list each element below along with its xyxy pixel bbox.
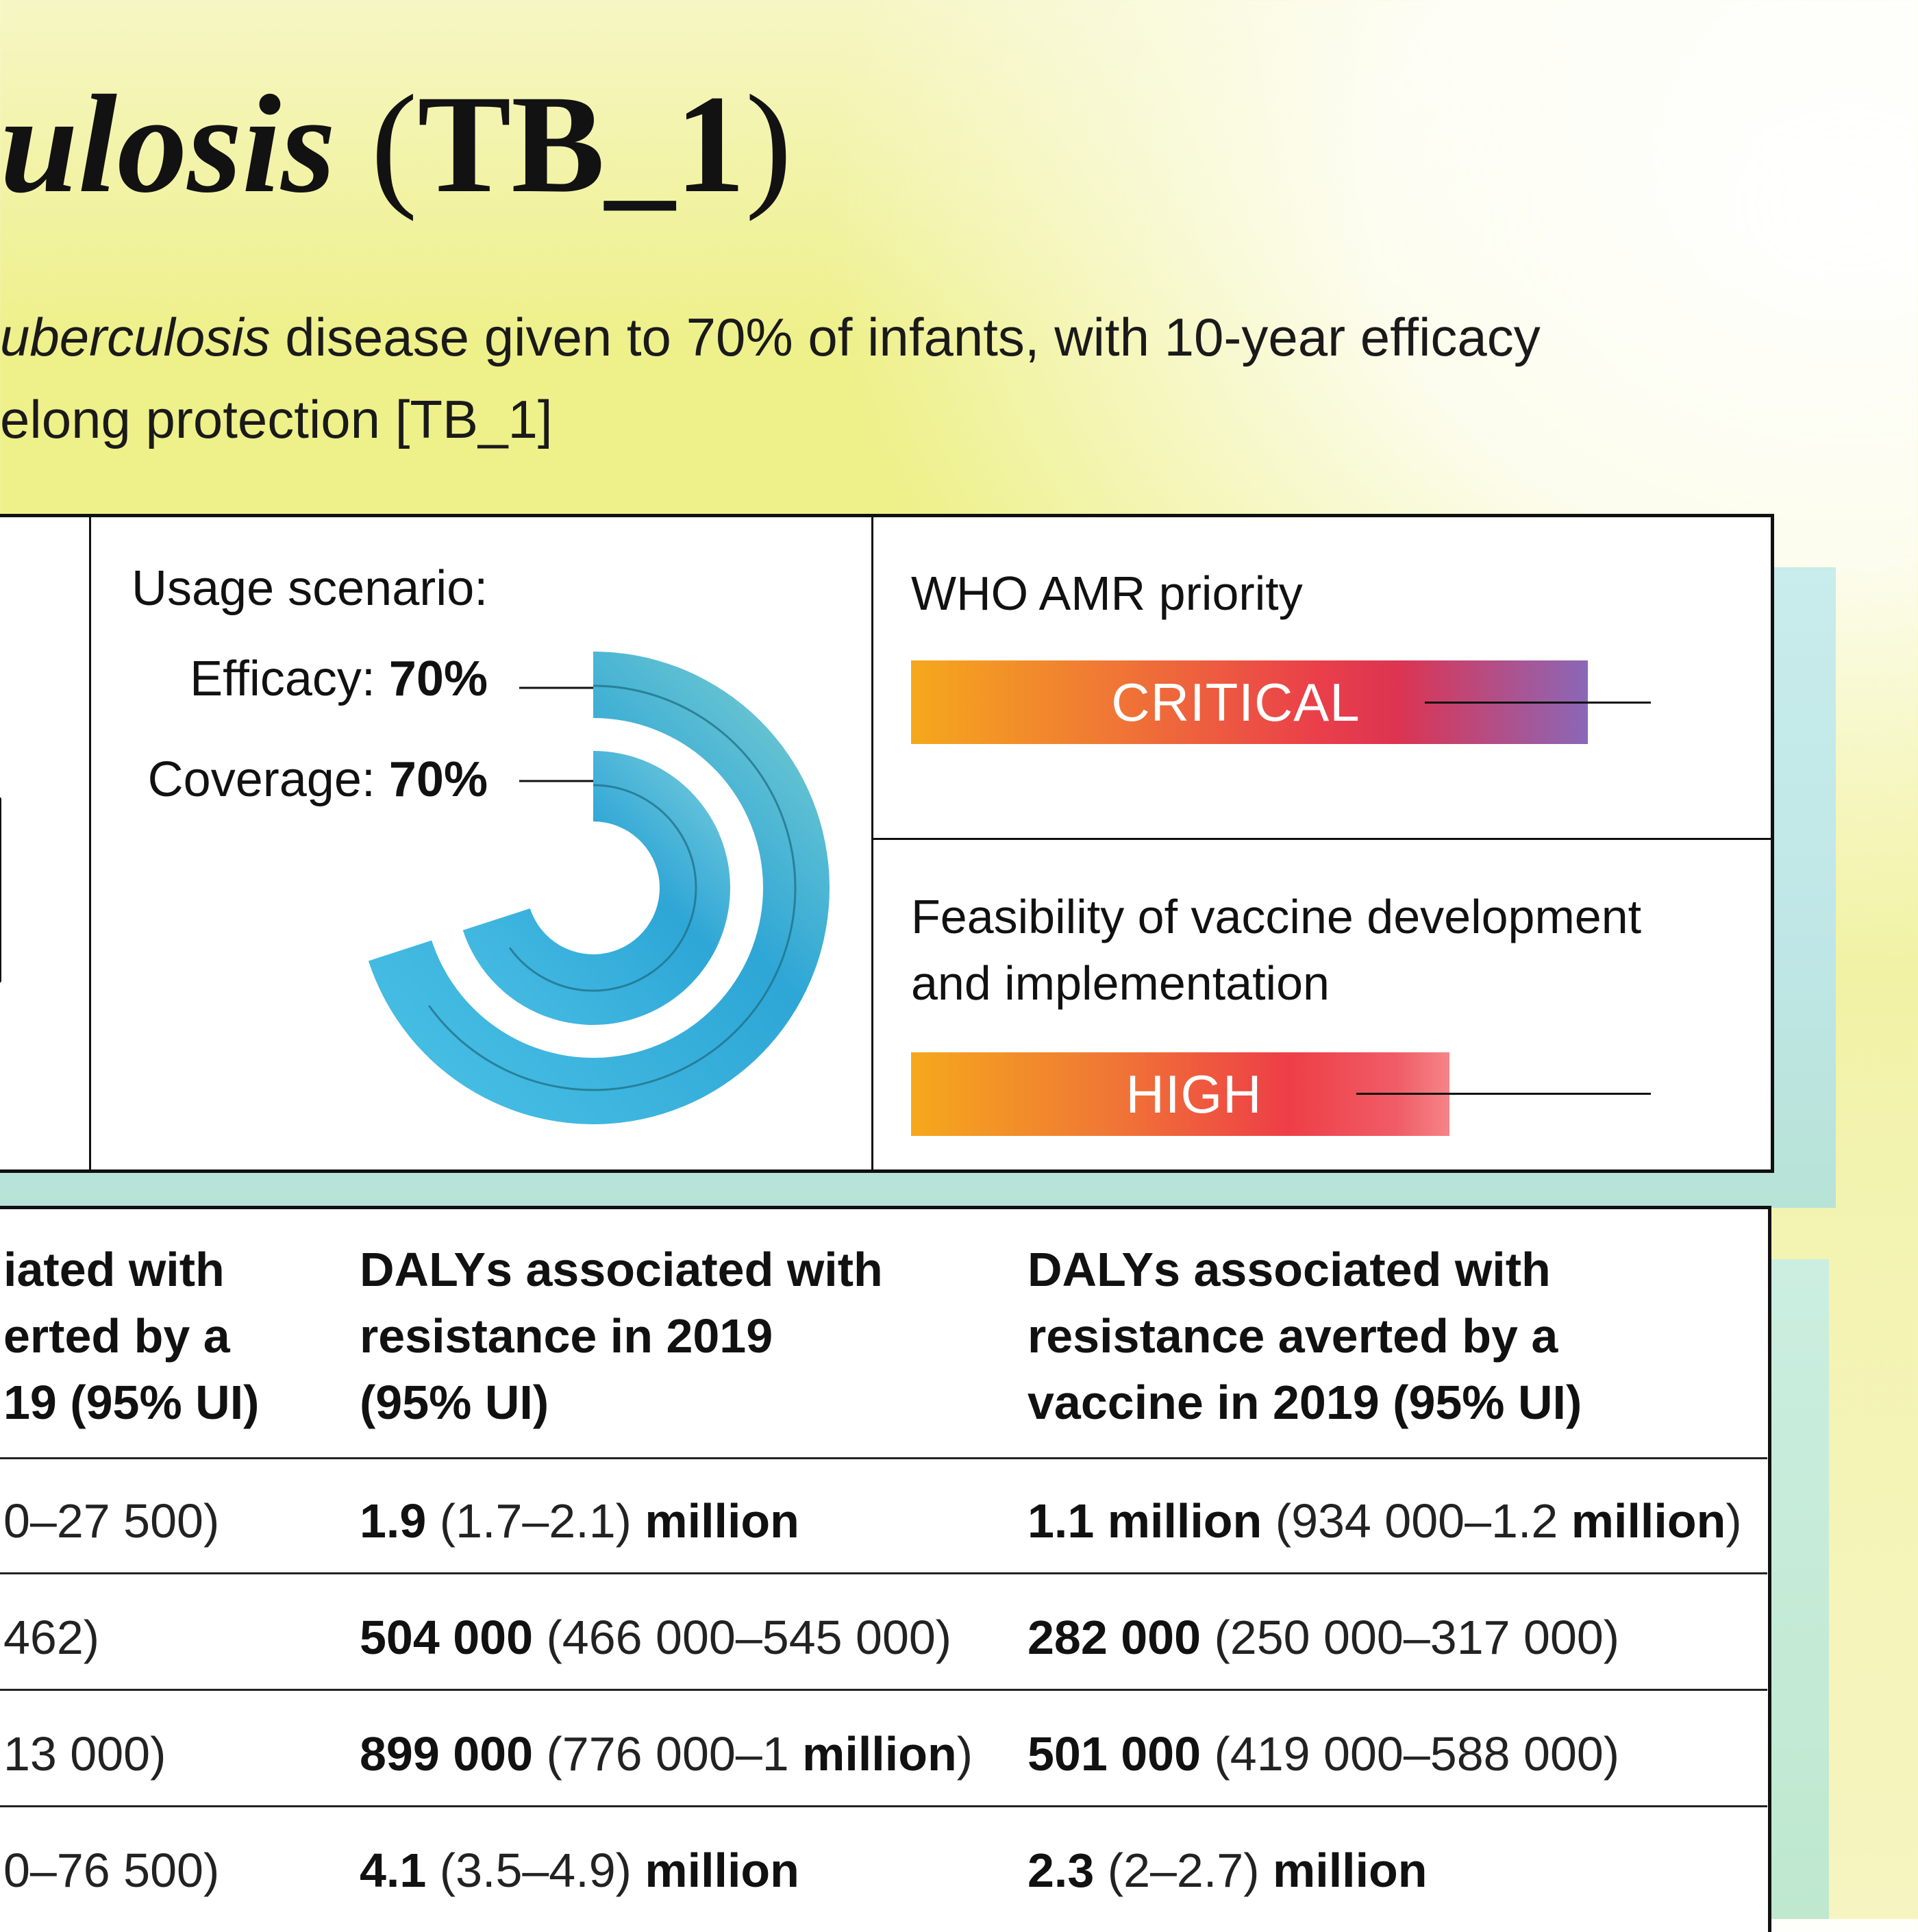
cell-range: (466 000–545 000) [533,1611,952,1664]
table-row-0-col0: 0–27 500) [3,1494,219,1548]
cell-unit: million [1273,1844,1428,1897]
efficacy-label: Efficacy: [190,652,375,706]
table-row-3-col0: 0–76 500) [3,1843,219,1898]
table-header-col0-line2: erted by a [3,1309,230,1363]
table-row-1-col1: 504 000 (466 000–545 000) [360,1610,951,1665]
cell-value: 1.9 [360,1494,427,1548]
table-row-3-col2: 2.3 (2–2.7) million [1028,1843,1428,1898]
table-rule [0,1572,1767,1574]
feasibility-title: Feasibility of vaccine development and i… [911,884,1641,1017]
page-subtitle: uberculosis disease given to 70% of infa… [0,296,1850,460]
cell-end: ) [956,1727,973,1781]
cell-value: 504 000 [360,1611,534,1664]
table-header-col2-line2: resistance averted by a [1028,1309,1558,1363]
table-header-col2-line3: vaccine in 2019 (95% UI) [1028,1376,1582,1429]
title-code: TB_1 [417,66,745,222]
cell-range: 462) [3,1611,100,1664]
cell-value: 899 000 [360,1727,534,1781]
table-header-col1: DALYs associated with resistance in 2019… [360,1237,883,1436]
table-header-col0: iated with erted by a 19 (95% UI) [3,1237,259,1436]
subtitle-line2: elong protection [TB_1] [0,389,553,449]
cell-unit: million [1571,1494,1726,1548]
cell-range: 0–27 500) [3,1494,220,1548]
summary-panel [0,514,1774,1173]
subtitle-italic: uberculosis [0,307,271,367]
panel-divider-left [89,515,91,1172]
coverage-value: 70% [388,752,488,807]
cell-range: (1.7–2.1) [426,1494,645,1548]
table-header-col1-line2: resistance in 2019 [360,1309,773,1363]
feasibility-title-line1: Feasibility of vaccine development [911,890,1642,943]
coverage-metric: Coverage: 70% [148,752,488,808]
cell-value: 2.3 [1028,1844,1095,1897]
coverage-label: Coverage: [147,752,375,807]
table-row-1-col2: 282 000 (250 000–317 000) [1028,1610,1619,1665]
table-header-col0-line3: 19 (95% UI) [3,1376,260,1429]
cell-range: (3.5–4.9) [426,1844,645,1897]
table-row-0-col2: 1.1 million (934 000–1.2 million) [1028,1494,1742,1548]
cell-range: 0–76 500) [3,1844,220,1897]
table-row-2-col0: 13 000) [3,1726,166,1781]
cell-range: (419 000–588 000) [1201,1727,1620,1781]
title-close-paren: ) [745,66,793,222]
dalys-table: iated with erted by a 19 (95% UI) DALYs … [0,1206,1771,1932]
table-header-col2: DALYs associated with resistance averted… [1028,1237,1582,1436]
cell-range: (776 000–1 [533,1727,803,1781]
cell-value: 282 000 [1028,1611,1201,1664]
cell-range: (2–2.7) [1094,1844,1273,1897]
table-rule [0,1689,1767,1691]
title-open-paren: ( [335,66,418,222]
panel-stub [0,797,1,983]
table-header-col2-line1: DALYs associated with [1028,1243,1551,1296]
cell-value: 501 000 [1028,1727,1201,1781]
table-row-1-col0: 462) [3,1610,99,1665]
cell-value: 4.1 [360,1844,427,1897]
coverage-arc-guide [508,784,697,992]
cell-end: ) [1726,1494,1742,1548]
page-title: ulosis (TB_1) [0,74,792,214]
cell-value: 1.1 million [1028,1494,1262,1548]
table-row-2-col1: 899 000 (776 000–1 million) [360,1726,973,1781]
table-rule [0,1457,1767,1459]
subtitle-line1: disease given to 70% of infants, with 10… [270,307,1541,367]
usage-scenario-title: Usage scenario: [132,561,488,616]
cell-unit: million [645,1494,799,1548]
cell-range: 13 000) [3,1727,166,1781]
cell-range: (250 000–317 000) [1201,1611,1620,1664]
panel-divider-right [871,838,1774,840]
table-header-col0-line1: iated with [3,1243,225,1296]
feasibility-level: HIGH [1125,1063,1262,1124]
table-rule [0,1805,1767,1807]
who-priority-title: WHO AMR priority [911,567,1303,620]
who-priority-level: CRITICAL [1111,671,1360,732]
coverage-arc [462,751,730,1025]
table-header-col1-line3: (95% UI) [360,1376,549,1429]
table-row-2-col2: 501 000 (419 000–588 000) [1028,1726,1619,1781]
table-row-0-col1: 1.9 (1.7–2.1) million [360,1494,799,1548]
who-priority-marker-line [1425,702,1651,704]
panel-divider-middle [871,515,873,1172]
title-italic: ulosis [0,66,336,222]
feasibility-marker-line [1356,1093,1651,1095]
efficacy-arc [368,652,830,1125]
efficacy-value: 70% [388,652,488,706]
feasibility-title-line2: and implementation [911,956,1330,1010]
efficacy-metric: Efficacy: 70% [190,651,488,707]
feasibility-bar: HIGH [911,1052,1449,1136]
table-row-3-col1: 4.1 (3.5–4.9) million [360,1843,799,1898]
cell-range: (934 000–1.2 [1262,1494,1571,1548]
cell-unit: million [645,1844,799,1897]
cell-unit: million [802,1727,957,1781]
table-header-col1-line1: DALYs associated with [360,1243,883,1296]
efficacy-arc-guide [428,684,797,1091]
